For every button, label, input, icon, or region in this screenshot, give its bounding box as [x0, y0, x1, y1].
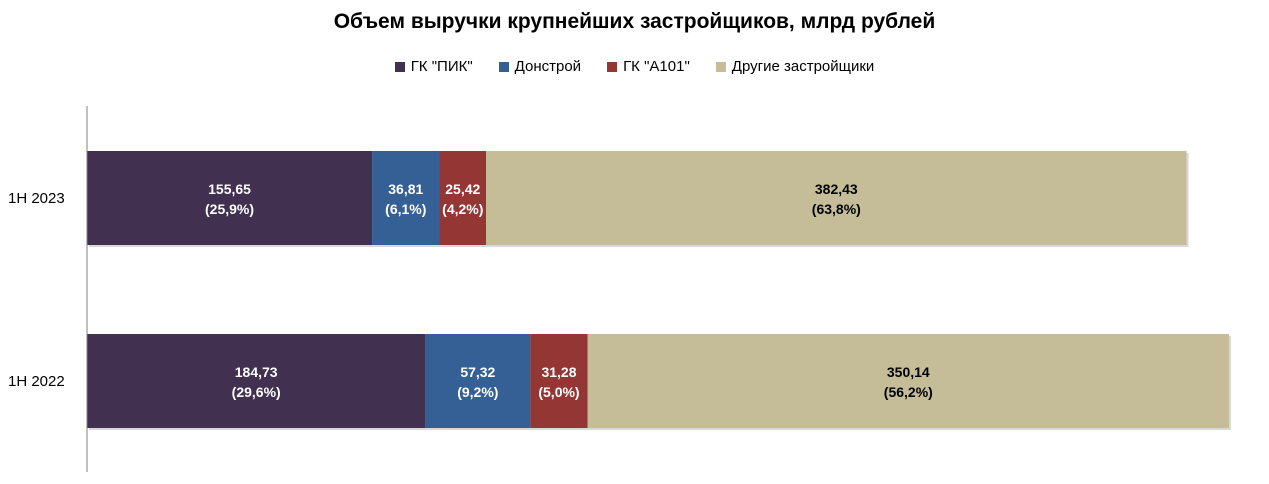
- data-label-value: 57,32: [460, 364, 495, 380]
- data-label-share: (29,6%): [232, 384, 281, 400]
- data-label-value: 31,28: [541, 364, 576, 380]
- legend-item-a101: ГК "А101": [607, 58, 690, 75]
- legend-swatch-a101: [607, 61, 618, 72]
- bar-segment: [87, 334, 426, 428]
- chart-title: Объем выручки крупнейших застройщиков, м…: [333, 10, 936, 33]
- data-label-value: 184,73: [235, 364, 278, 380]
- legend-label-a101: ГК "А101": [623, 58, 690, 75]
- data-label-share: (25,9%): [205, 201, 254, 217]
- data-label-share: (9,2%): [457, 384, 498, 400]
- bar-segment: [587, 334, 1229, 428]
- bar-segment: [486, 151, 1187, 245]
- data-label-share: (6,1%): [385, 201, 426, 217]
- legend-label-other: Другие застройщики: [731, 58, 875, 75]
- data-label-value: 36,81: [388, 181, 423, 197]
- bar-segment: [425, 334, 531, 428]
- legend-item-donstroy: Донстрой: [498, 58, 582, 75]
- legend-swatch-other: [715, 61, 726, 72]
- data-label-value: 382,43: [815, 181, 858, 197]
- data-label-share: (56,2%): [884, 384, 933, 400]
- data-label-value: 155,65: [208, 181, 251, 197]
- data-label-share: (4,2%): [442, 201, 483, 217]
- data-label-value: 350,14: [887, 364, 930, 380]
- legend-label-pik: ГК "ПИК": [410, 58, 473, 75]
- legend-item-pik: ГК "ПИК": [394, 58, 473, 75]
- bar-segment: [372, 151, 440, 245]
- bar-segment: [87, 151, 373, 245]
- data-label-value: 25,42: [445, 181, 480, 197]
- category-label: 1H 2023: [8, 190, 65, 207]
- legend-item-other: Другие застройщики: [715, 58, 875, 75]
- legend-label-donstroy: Донстрой: [514, 58, 582, 75]
- legend-swatch-pik: [394, 61, 405, 72]
- bar-segment: [439, 151, 487, 245]
- data-label-share: (63,8%): [812, 201, 861, 217]
- bar-segment: [530, 334, 588, 428]
- category-label: 1H 2022: [8, 373, 65, 390]
- data-label-share: (5,0%): [538, 384, 579, 400]
- legend-swatch-donstroy: [498, 61, 509, 72]
- legend: ГК "ПИК" Донстрой ГК "А101" Другие застр…: [0, 58, 1269, 75]
